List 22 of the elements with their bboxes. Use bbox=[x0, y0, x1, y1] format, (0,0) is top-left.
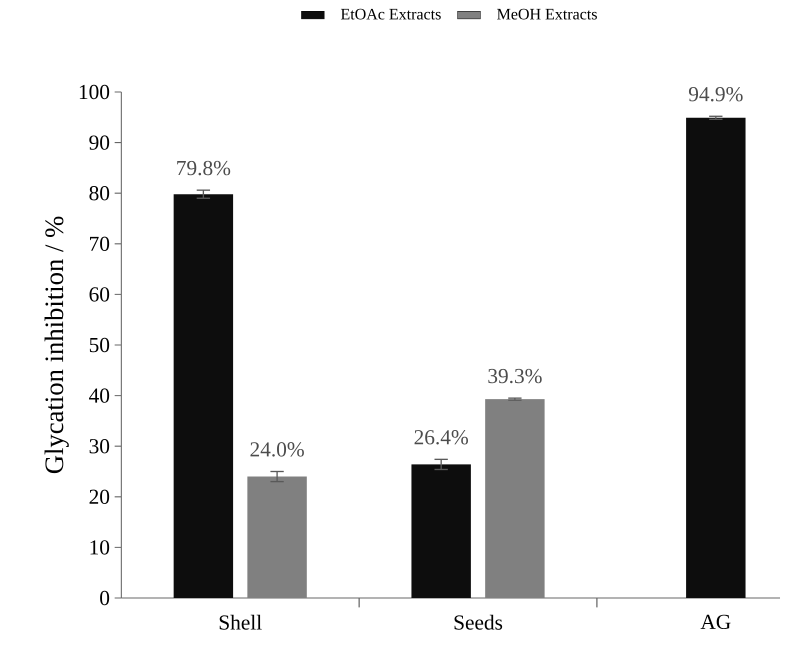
data-label: 94.9% bbox=[688, 86, 743, 102]
x-tick-label: AG bbox=[700, 614, 731, 630]
legend-label: MeOH Extracts bbox=[497, 8, 597, 20]
data-label: 39.3% bbox=[488, 368, 542, 384]
y-tick-label: 10 bbox=[90, 540, 110, 555]
y-tick-label: 30 bbox=[90, 439, 110, 454]
y-tick-label: 90 bbox=[89, 135, 110, 150]
y-tick-label: 20 bbox=[90, 490, 110, 504]
data-label: 24.0% bbox=[250, 442, 304, 457]
y-tick-label: 50 bbox=[90, 338, 110, 352]
y-tick-label: 100 bbox=[80, 84, 110, 100]
x-tick-label: Seeds bbox=[454, 614, 502, 630]
y-tick-label: 40 bbox=[89, 388, 110, 403]
data-label: 26.4% bbox=[414, 430, 468, 445]
y-tick-label: 60 bbox=[90, 287, 110, 302]
y-axis-title: Glycation inhibition / % bbox=[44, 216, 69, 474]
data-label: 79.8% bbox=[177, 160, 230, 176]
y-tick-label: 70 bbox=[90, 236, 110, 251]
y-tick-label: 0 bbox=[100, 590, 110, 606]
legend-label: EtOAc Extracts bbox=[340, 8, 441, 20]
y-tick-label: 80 bbox=[89, 186, 110, 200]
x-tick-label: Shell bbox=[220, 614, 262, 630]
